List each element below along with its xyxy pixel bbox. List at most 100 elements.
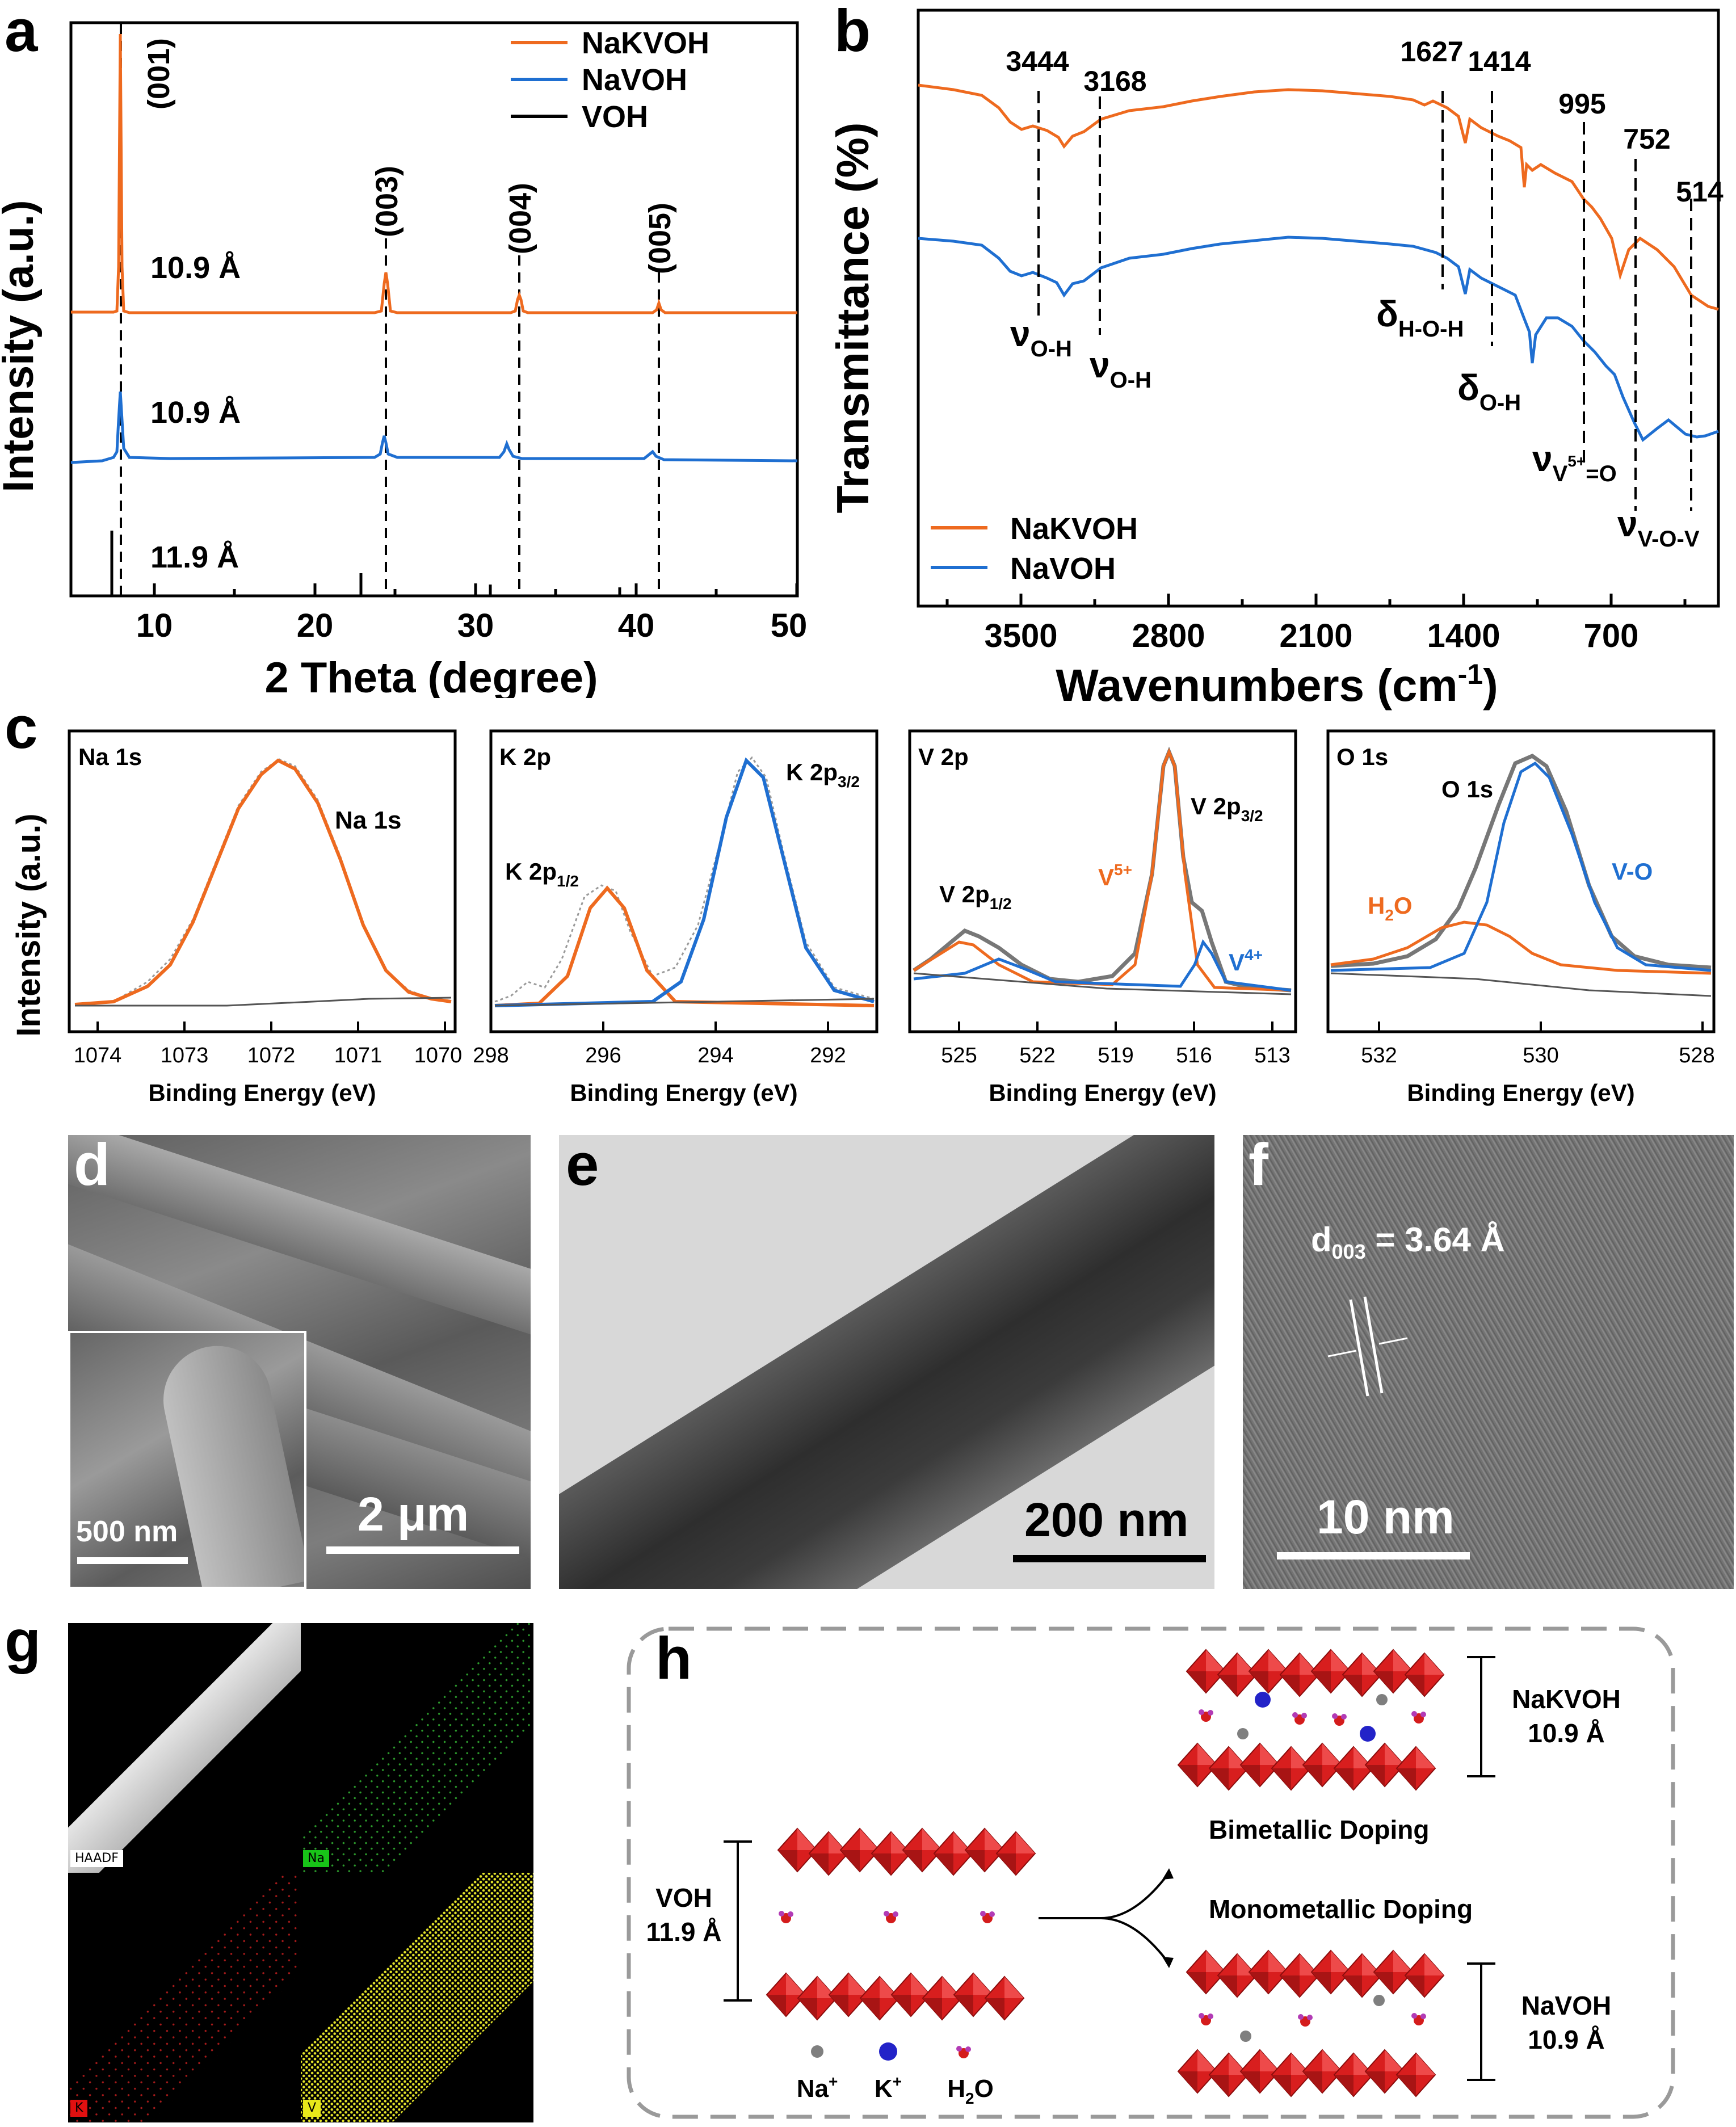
- ftir-peak-752: 752: [1623, 123, 1670, 155]
- xps-o1s-peak-label: O 1s: [1441, 776, 1493, 802]
- xps-v2p-peak-1-2-label: V 2p1/2: [939, 881, 1012, 913]
- schematic-voh-spacing-bar: [724, 1840, 752, 2002]
- panel-label-h: h: [655, 1625, 692, 1692]
- ftir-xlabel-main: Wavenumbers (cm: [1056, 660, 1457, 711]
- xrd-spacing-voh: 11.9 Å: [150, 540, 239, 574]
- schematic-navoh-d: 10.9 Å: [1528, 2025, 1605, 2054]
- xrd-peak-label-005: (005): [643, 203, 677, 274]
- xps-ylabel: Intensity (a.u.): [10, 813, 47, 1036]
- ftir-xlabel-close: ): [1483, 660, 1498, 711]
- ftir-peak-1414: 1414: [1468, 45, 1531, 77]
- tem-scale-label: 200 nm: [1024, 1493, 1189, 1546]
- schematic-legend-h2o-tail: O: [974, 2075, 994, 2103]
- schematic-voh-label: VOH: [655, 1883, 712, 1912]
- eds-tag-v: V: [303, 2100, 321, 2117]
- ftir-series-navoh: [918, 236, 1719, 442]
- xps-v2p-background: [913, 972, 1292, 995]
- ftir-mode-subscript: O-H: [1110, 368, 1151, 393]
- xps-k2p-peak-3-2-label: K 2p3/2: [786, 759, 860, 791]
- ftir-mode-superscript: 5+: [1567, 452, 1586, 470]
- xps-v2p-v4-fit: [913, 939, 1292, 992]
- panel-label-d: d: [74, 1135, 111, 1198]
- ftir-mode-v-o-v: νV-O-V: [1617, 503, 1700, 552]
- schematic-legend-na-main: Na: [797, 2075, 829, 2103]
- xrd-series-nakvoh: [71, 33, 797, 314]
- schematic-legend-k-main: K: [875, 2075, 893, 2103]
- xps-o1s-envelope: [1330, 753, 1712, 970]
- ftir-mode-symbol: ν: [1617, 503, 1638, 544]
- sem-inset-scale-label: 500 nm: [76, 1515, 178, 1548]
- xps-na1s-xtick: 1070: [414, 1044, 463, 1067]
- ftir-mode-subscript: O-H: [1031, 337, 1072, 361]
- hrtem-d-value: = 3.64 Å: [1365, 1221, 1505, 1259]
- eds-map-na: Na: [301, 1623, 533, 1873]
- xps-v2p-v5-fit: [913, 748, 1292, 992]
- xps-na1s-xlabel: Binding Energy (eV): [148, 1079, 376, 1106]
- eds-v-signal: [301, 1873, 533, 2122]
- ftir-mode-subscript: V-O-V: [1638, 527, 1700, 552]
- sem-scale-label: 2 μm: [358, 1487, 469, 1541]
- eds-haadf-belt: [68, 1623, 301, 1873]
- xps-v2p-v5-sup: 5+: [1114, 861, 1132, 878]
- ftir-mode-subscript: H-O-H: [1398, 317, 1464, 342]
- schematic-doping: VOH 11.9 Å Bimetallic Doping Monometalli…: [627, 1626, 1675, 2119]
- panel-label-b: b: [834, 0, 871, 64]
- ftir-xtick-label: 3500: [984, 617, 1057, 654]
- xrd-legend-navoh: NaVOH: [582, 63, 687, 97]
- xps-o1s-xlabel: Binding Energy (eV): [1407, 1079, 1634, 1106]
- schematic-legend: [811, 2042, 971, 2061]
- ftir-series-nakvoh: [918, 83, 1719, 311]
- xrd-xlabel: 2 Theta (degree): [264, 654, 598, 698]
- eds-map-haadf: HAADF: [68, 1623, 301, 1873]
- xps-na1s-ticks: [96, 1022, 446, 1032]
- xps-na1s-background: [75, 997, 452, 1007]
- xps-v2p-peak-3-2-main: V 2p: [1191, 793, 1241, 819]
- xps-o1s-title: O 1s: [1336, 743, 1388, 770]
- tem-scale-bar: [1013, 1555, 1206, 1562]
- schematic-bimetallic-label: Bimetallic Doping: [1209, 1815, 1429, 1844]
- xrd-spacing-navoh: 10.9 Å: [150, 396, 241, 430]
- xps-o1s-ticks: [1378, 1022, 1704, 1032]
- ftir-peak-995: 995: [1558, 88, 1605, 120]
- xps-v2p-v5-main: V: [1098, 864, 1114, 890]
- xps-o1s-vo-fit: [1330, 761, 1712, 972]
- xps-k2p-title: K 2p: [499, 743, 551, 770]
- xps-o1s-h2o-fit: [1330, 920, 1712, 975]
- ftir-xtick-label: 2800: [1132, 617, 1205, 654]
- schematic-nakvoh-spacing-bar: [1467, 1656, 1495, 1777]
- panel-label-g: g: [5, 1608, 41, 1675]
- arrow-head-icon: [1162, 1957, 1174, 1968]
- ftir-peak-3168: 3168: [1083, 65, 1146, 97]
- schematic-legend-h2o: H2O: [947, 2075, 994, 2107]
- xps-k2p-ticks: [490, 1022, 829, 1032]
- ftir-xtick-label: 2100: [1279, 617, 1352, 654]
- xps-k2p-xlabel: Binding Energy (eV): [570, 1079, 797, 1106]
- ftir-mode-v-o: νV5+=O: [1532, 438, 1617, 486]
- schematic-nakvoh-structure: [1178, 1650, 1444, 1790]
- hrtem-scale-label: 10 nm: [1317, 1490, 1455, 1544]
- ftir-mode-oh-stretch-2: νO-H: [1090, 344, 1151, 393]
- ftir-mode-symbol: ν: [1090, 344, 1110, 385]
- ftir-xtick-label: 700: [1584, 617, 1639, 654]
- hrtem-image: f d003 = 3.64 Å 10 nm: [1243, 1135, 1734, 1589]
- xps-na1s-xtick: 1074: [74, 1044, 122, 1067]
- schematic-legend-h2o-main: H: [947, 2075, 965, 2103]
- k-ion-icon: [879, 2042, 897, 2061]
- eds-na-signal: [301, 1623, 533, 1873]
- xrd-ylabel: Intensity (a.u.): [0, 200, 43, 492]
- xps-v2p-peak-3-2-label: V 2p3/2: [1191, 793, 1263, 825]
- schematic-navoh-label: NaVOH: [1521, 1991, 1611, 2020]
- xrd-x-ticks: [153, 583, 798, 596]
- xps-k2p-peak-1-2: [494, 885, 875, 1007]
- hrtem-d-main: d: [1311, 1221, 1332, 1259]
- xps-o1s-background: [1330, 972, 1712, 997]
- xps-k2p-peak-3-2-sub: 3/2: [838, 773, 860, 791]
- ftir-mode-symbol: ν: [1532, 438, 1553, 479]
- xrd-xtick-label: 40: [618, 607, 655, 644]
- xps-k2p-xtick: 292: [810, 1044, 846, 1067]
- xps-na1s-fit: [74, 758, 452, 1006]
- xrd-legend-voh: VOH: [582, 100, 648, 134]
- xps-v2p-frame: [908, 729, 1297, 1033]
- water-molecule-icon: [956, 2046, 971, 2058]
- xps-v2p-v4-main: V: [1229, 949, 1245, 976]
